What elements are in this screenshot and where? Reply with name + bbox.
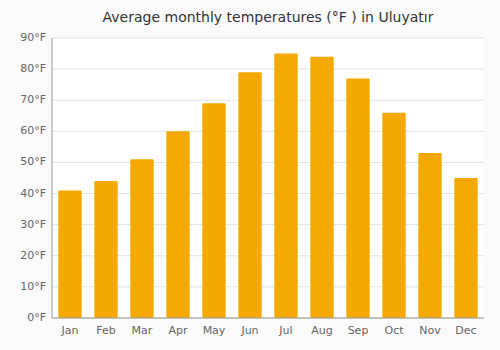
x-axis-line bbox=[52, 318, 484, 319]
x-tick-label: Jan bbox=[61, 324, 79, 337]
chart-container: 0°F 10°F 20°F 30°F 40°F 50°F 60°F 70°F 80°F 90°F J… bbox=[0, 0, 500, 350]
grid bbox=[52, 38, 484, 318]
bar bbox=[238, 72, 261, 318]
x-tick-label: Apr bbox=[168, 324, 188, 337]
x-tick-label: Jun bbox=[240, 324, 258, 337]
grid-line bbox=[52, 318, 484, 319]
bar bbox=[58, 190, 81, 318]
y-tick-label: 30°F bbox=[20, 218, 46, 231]
x-tick-label: May bbox=[203, 324, 226, 337]
plot-background bbox=[52, 38, 484, 318]
bar bbox=[130, 159, 153, 318]
y-tick-label: 0°F bbox=[27, 311, 46, 324]
bars bbox=[58, 54, 477, 318]
bar bbox=[166, 131, 189, 318]
x-axis: Jan Feb Mar Apr May Jun Jul Aug Sep Oct Nov Dec bbox=[61, 324, 477, 337]
y-axis-line bbox=[52, 38, 53, 318]
grid-line bbox=[52, 69, 484, 70]
bar bbox=[454, 178, 477, 318]
x-tick-label: Feb bbox=[96, 324, 115, 337]
grid-line bbox=[52, 38, 484, 39]
bar bbox=[382, 113, 405, 318]
chart-title: Average monthly temperatures (°F ) in Ul… bbox=[103, 9, 434, 25]
x-tick-label: Mar bbox=[132, 324, 153, 337]
grid-line bbox=[52, 100, 484, 101]
bar bbox=[310, 57, 333, 318]
chart-svg: 0°F 10°F 20°F 30°F 40°F 50°F 60°F 70°F 80°F 90°F J… bbox=[0, 0, 500, 350]
bar bbox=[346, 78, 369, 318]
x-tick-label: Jul bbox=[278, 324, 292, 337]
y-tick-label: 70°F bbox=[20, 93, 46, 106]
bar bbox=[94, 181, 117, 318]
x-tick-label: Aug bbox=[311, 324, 332, 337]
x-tick-label: Oct bbox=[384, 324, 404, 337]
grid-line bbox=[52, 131, 484, 132]
bar bbox=[418, 153, 441, 318]
x-tick-label: Sep bbox=[348, 324, 369, 337]
x-tick-label: Nov bbox=[419, 324, 441, 337]
y-tick-label: 80°F bbox=[20, 62, 46, 75]
y-axis: 0°F 10°F 20°F 30°F 40°F 50°F 60°F 70°F 80°F 90°F bbox=[20, 31, 46, 324]
y-tick-label: 90°F bbox=[20, 31, 46, 44]
bar bbox=[202, 103, 225, 318]
x-tick-label: Dec bbox=[455, 324, 476, 337]
y-tick-label: 40°F bbox=[20, 187, 46, 200]
y-tick-label: 20°F bbox=[20, 249, 46, 262]
y-tick-label: 50°F bbox=[20, 155, 46, 168]
y-tick-label: 60°F bbox=[20, 124, 46, 137]
bar bbox=[274, 54, 297, 318]
y-tick-label: 10°F bbox=[20, 280, 46, 293]
